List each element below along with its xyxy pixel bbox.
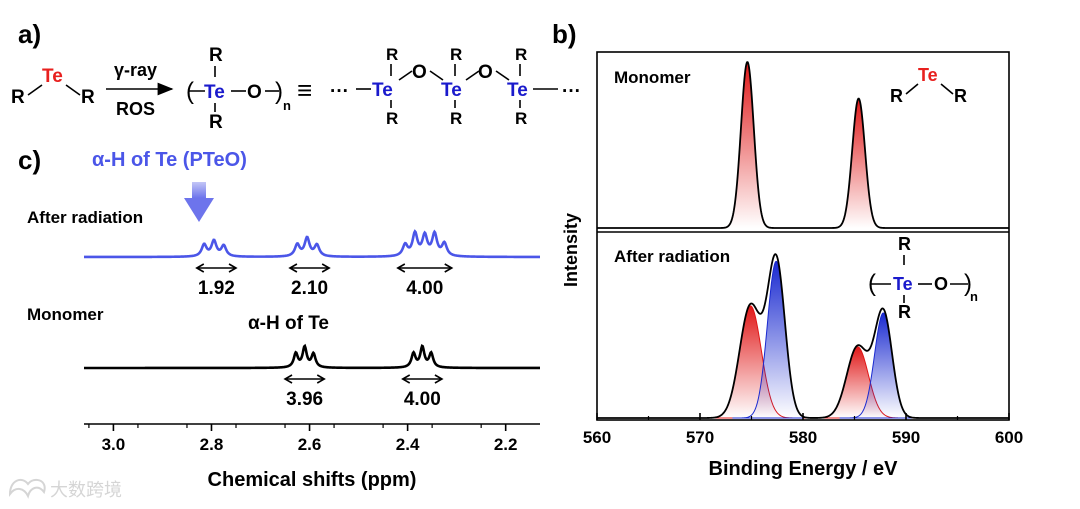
nmr-chart: α-H of Te (PTeO) After radiation Monomer… xyxy=(27,149,540,491)
nmr-integral-arrowhead xyxy=(316,374,326,384)
scheme-monomer-r-right: R xyxy=(81,87,95,108)
xps-x-axis-label: Binding Energy / eV xyxy=(709,458,899,480)
chain-ellipsis-right: ··· xyxy=(562,81,581,102)
inset-polymer-o: O xyxy=(934,274,948,294)
xps-x-tick-label: 560 xyxy=(583,428,611,447)
nmr-integral-arrowhead xyxy=(228,263,238,273)
nmr-integral-label: 1.92 xyxy=(198,278,235,299)
reaction-arrow-bottom: ROS xyxy=(116,99,155,119)
inset-monomer-te: Te xyxy=(918,65,938,85)
nmr-integral-label: 2.10 xyxy=(291,278,328,299)
bird-logo-icon xyxy=(8,478,46,499)
xps-label-after: After radiation xyxy=(614,247,730,266)
xps-x-tick-label: 590 xyxy=(892,428,920,447)
nmr-x-tick-label: 2.2 xyxy=(494,435,518,454)
nmr-integral-arrowhead xyxy=(288,263,298,273)
nmr-annotation-pteo: α-H of Te (PTeO) xyxy=(92,149,247,171)
watermark: 大数跨境 xyxy=(8,478,122,500)
reaction-scheme: R Te R γ-ray ROS ( R Te R O ) n ≡ ··· R … xyxy=(11,45,581,133)
nmr-integral-arrowhead xyxy=(321,263,331,273)
panel-label-b: b) xyxy=(552,19,577,49)
nmr-integral-arrowhead xyxy=(434,374,444,384)
nmr-series-line xyxy=(84,229,540,259)
chain-te-2: Te xyxy=(441,80,462,101)
inset-paren-right: ) xyxy=(964,270,972,297)
chain-o-1: O xyxy=(412,62,427,83)
xps-x-tick-label: 570 xyxy=(686,428,714,447)
nmr-integral-label: 4.00 xyxy=(406,278,443,299)
nmr-integral-arrowhead xyxy=(195,263,205,273)
xps-chart: 560 570 580 590 600 Monomer After radiation … xyxy=(561,51,1023,480)
nmr-down-arrow-icon xyxy=(184,198,214,222)
nmr-x-tick-label: 2.6 xyxy=(298,435,322,454)
repeat-te: Te xyxy=(204,82,225,103)
scheme-monomer-te: Te xyxy=(42,66,63,87)
xps-x-tick-label: 580 xyxy=(789,428,817,447)
xps-inset-monomer: R Te R xyxy=(890,65,967,106)
nmr-integral-arrowhead xyxy=(444,263,454,273)
chain-r-bottom-3: R xyxy=(515,109,527,128)
xps-y-axis-label: Intensity xyxy=(561,213,581,287)
equiv-sign: ≡ xyxy=(297,75,312,105)
panel-label-c: c) xyxy=(18,145,41,175)
chain-r-top-2: R xyxy=(450,45,462,64)
nmr-x-tick-label: 2.4 xyxy=(396,435,420,454)
nmr-annotation-alpha-te: α-H of Te xyxy=(248,313,329,334)
repeat-paren-right: ) xyxy=(275,78,283,105)
nmr-label-after: After radiation xyxy=(27,208,143,227)
chain-r-bottom-2: R xyxy=(450,109,462,128)
watermark-text: 大数跨境 xyxy=(50,480,122,500)
inset-polymer-r-top: R xyxy=(898,234,911,254)
nmr-x-tick-label: 2.8 xyxy=(200,435,224,454)
xps-envelope-line xyxy=(597,61,1009,229)
xps-inset-polymer: R ( Te R O ) n xyxy=(868,234,978,322)
nmr-integral-label: 4.00 xyxy=(404,389,441,410)
repeat-r-top: R xyxy=(209,45,223,66)
repeat-o: O xyxy=(247,82,262,103)
inset-polymer-r-bottom: R xyxy=(898,302,911,322)
chain-r-top-1: R xyxy=(386,45,398,64)
repeat-r-bottom: R xyxy=(209,112,223,133)
inset-monomer-r-left: R xyxy=(890,86,903,106)
nmr-label-monomer: Monomer xyxy=(27,305,104,324)
xps-component-peak xyxy=(715,62,780,228)
nmr-integral-arrowhead xyxy=(401,374,411,384)
nmr-series-line xyxy=(84,343,540,370)
chain-o-2: O xyxy=(478,62,493,83)
xps-frame xyxy=(596,51,1010,421)
panel-label-a: a) xyxy=(18,19,41,49)
xps-label-monomer: Monomer xyxy=(614,68,691,87)
reaction-arrow-top: γ-ray xyxy=(114,60,157,80)
chain-te-1: Te xyxy=(372,80,393,101)
nmr-integral-label: 3.96 xyxy=(286,389,323,410)
nmr-integral-arrowhead xyxy=(396,263,406,273)
inset-polymer-te: Te xyxy=(893,274,913,294)
nmr-integral-arrowhead xyxy=(283,374,293,384)
chain-ellipsis-left: ··· xyxy=(330,81,349,102)
inset-subscript-n: n xyxy=(970,289,978,304)
inset-monomer-r-right: R xyxy=(954,86,967,106)
nmr-down-arrow-shaft xyxy=(192,182,206,198)
chain-te-3: Te xyxy=(507,80,528,101)
chain-r-top-3: R xyxy=(515,45,527,64)
xps-x-tick-label: 600 xyxy=(995,428,1023,447)
repeat-subscript-n: n xyxy=(283,98,291,113)
xps-component-peak xyxy=(826,98,891,229)
nmr-x-axis-label: Chemical shifts (ppm) xyxy=(208,469,417,491)
scheme-monomer-r-left: R xyxy=(11,87,25,108)
nmr-x-tick-label: 3.0 xyxy=(102,435,126,454)
chain-r-bottom-1: R xyxy=(386,109,398,128)
